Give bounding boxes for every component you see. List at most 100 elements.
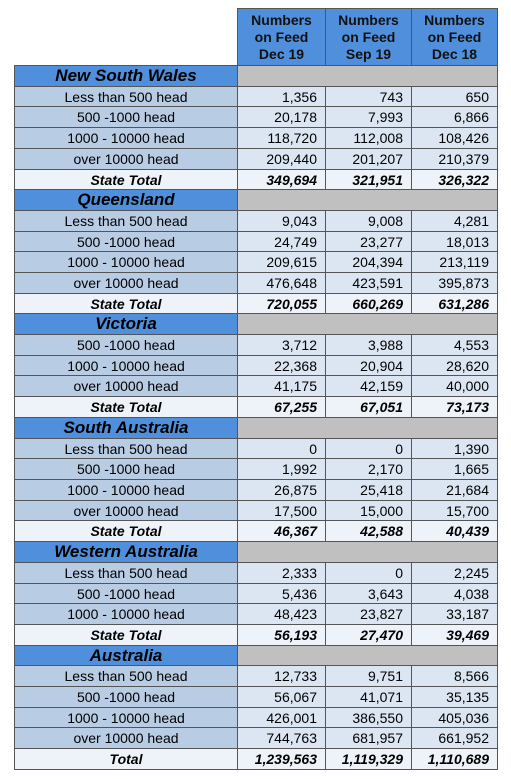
row-value: 4,281: [411, 210, 498, 232]
row-value: 9,043: [237, 210, 326, 232]
section-filler: [237, 189, 498, 211]
total-value: 42,588: [325, 520, 412, 542]
row-value: 744,763: [237, 727, 326, 749]
row-value: 476,648: [237, 272, 326, 294]
row-value: 8,566: [411, 665, 498, 687]
row-value: 209,615: [237, 251, 326, 273]
total-value: 349,694: [237, 169, 326, 190]
row-value: 1,356: [237, 86, 326, 107]
row-value: 15,700: [411, 500, 498, 521]
row-value: 35,135: [411, 686, 498, 708]
row-value: 209,440: [237, 148, 326, 170]
row-label: over 10000 head: [14, 272, 238, 294]
total-value: 326,322: [411, 169, 498, 190]
row-value: 28,620: [411, 355, 498, 376]
row-value: 26,875: [237, 479, 326, 501]
row-label: Less than 500 head: [14, 562, 238, 584]
total-value: 660,269: [325, 293, 412, 314]
section-filler: [237, 65, 498, 87]
row-value: 405,036: [411, 707, 498, 728]
total-value: 27,470: [325, 624, 412, 646]
row-value: 118,720: [237, 127, 326, 149]
row-value: 108,426: [411, 127, 498, 149]
row-label: 500 -1000 head: [14, 583, 238, 604]
row-label: 500 -1000 head: [14, 231, 238, 252]
section-name: New South Wales: [14, 65, 238, 87]
row-value: 2,170: [325, 458, 412, 480]
section-filler: [237, 541, 498, 563]
row-value: 2,333: [237, 562, 326, 584]
total-value: 67,051: [325, 396, 412, 418]
row-value: 24,749: [237, 231, 326, 252]
row-value: 48,423: [237, 603, 326, 625]
row-label: 1000 - 10000 head: [14, 127, 238, 149]
total-label: State Total: [14, 293, 238, 314]
row-value: 9,008: [325, 210, 412, 232]
total-value: 73,173: [411, 396, 498, 418]
row-value: 40,000: [411, 375, 498, 397]
row-value: 20,178: [237, 106, 326, 128]
row-value: 112,008: [325, 127, 412, 149]
section-name: Western Australia: [14, 541, 238, 563]
row-value: 5,436: [237, 583, 326, 604]
row-value: 204,394: [325, 251, 412, 273]
row-label: 1000 - 10000 head: [14, 603, 238, 625]
row-value: 4,553: [411, 334, 498, 356]
column-header: Numbers on Feed Sep 19: [325, 8, 412, 66]
total-value: 321,951: [325, 169, 412, 190]
row-label: 500 -1000 head: [14, 686, 238, 708]
column-header: Numbers on Feed Dec 19: [237, 8, 326, 66]
total-value: 1,119,329: [325, 748, 412, 770]
row-value: 4,038: [411, 583, 498, 604]
row-label: over 10000 head: [14, 500, 238, 521]
total-value: 1,239,563: [237, 748, 326, 770]
row-label: Less than 500 head: [14, 86, 238, 107]
total-value: 631,286: [411, 293, 498, 314]
total-label: State Total: [14, 169, 238, 190]
row-value: 22,368: [237, 355, 326, 376]
row-label: over 10000 head: [14, 727, 238, 749]
row-value: 21,684: [411, 479, 498, 501]
row-label: over 10000 head: [14, 375, 238, 397]
row-value: 17,500: [237, 500, 326, 521]
section-filler: [237, 313, 498, 335]
total-label: Total: [14, 748, 238, 770]
row-label: 1000 - 10000 head: [14, 479, 238, 501]
row-value: 681,957: [325, 727, 412, 749]
row-value: 395,873: [411, 272, 498, 294]
section-filler: [237, 645, 498, 666]
row-value: 210,379: [411, 148, 498, 170]
total-value: 40,439: [411, 520, 498, 542]
row-value: 743: [325, 86, 412, 107]
row-value: 41,071: [325, 686, 412, 708]
row-value: 33,187: [411, 603, 498, 625]
row-value: 7,993: [325, 106, 412, 128]
total-value: 46,367: [237, 520, 326, 542]
row-value: 213,119: [411, 251, 498, 273]
row-value: 650: [411, 86, 498, 107]
row-value: 1,390: [411, 438, 498, 459]
row-value: 0: [325, 438, 412, 459]
section-name: South Australia: [14, 417, 238, 439]
total-label: State Total: [14, 624, 238, 646]
row-value: 20,904: [325, 355, 412, 376]
row-value: 6,866: [411, 106, 498, 128]
row-label: Less than 500 head: [14, 210, 238, 232]
column-header: Numbers on Feed Dec 18: [411, 8, 498, 66]
row-value: 661,952: [411, 727, 498, 749]
row-value: 1,665: [411, 458, 498, 480]
section-name: Queensland: [14, 189, 238, 211]
section-name: Australia: [14, 645, 238, 666]
row-label: 1000 - 10000 head: [14, 707, 238, 728]
row-value: 2,245: [411, 562, 498, 584]
total-label: State Total: [14, 396, 238, 418]
row-value: 426,001: [237, 707, 326, 728]
row-value: 15,000: [325, 500, 412, 521]
row-value: 201,207: [325, 148, 412, 170]
row-value: 23,827: [325, 603, 412, 625]
total-value: 67,255: [237, 396, 326, 418]
row-value: 9,751: [325, 665, 412, 687]
row-label: Less than 500 head: [14, 665, 238, 687]
row-value: 25,418: [325, 479, 412, 501]
row-value: 423,591: [325, 272, 412, 294]
